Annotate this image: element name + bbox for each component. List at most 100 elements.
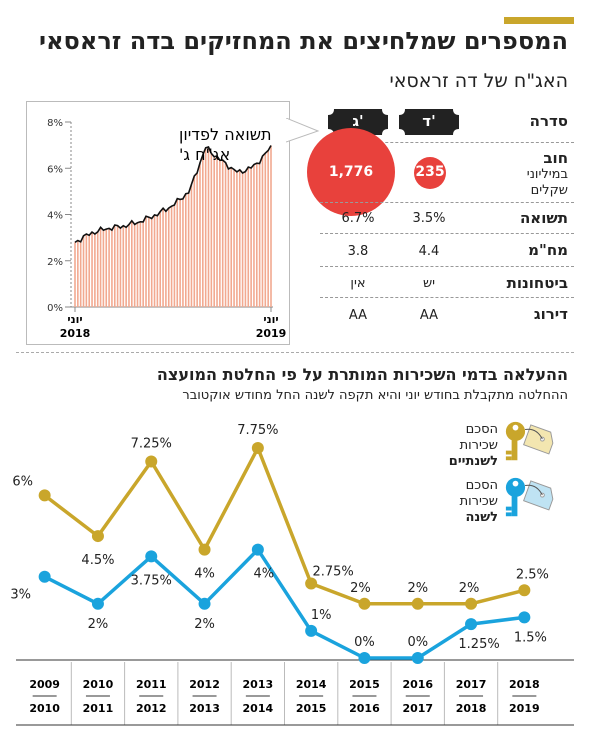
legend-one-year: הסכם שכירות לשנה xyxy=(460,478,498,526)
category-label-top: 2012 xyxy=(189,678,220,691)
data-point xyxy=(145,550,158,563)
series-tag-label: ג' xyxy=(352,112,364,130)
data-label: 2% xyxy=(350,581,371,596)
legend-line: הסכם xyxy=(465,478,498,493)
page-title: המספרים שמלחיצים את המחזיקים בדה זראסאי xyxy=(39,27,568,55)
data-label: 2.5% xyxy=(516,567,549,582)
data-label: 6% xyxy=(12,474,33,489)
rent-increase-chart: 2009 2010 2010 2011 2011 2012 2012 2013 2013 2014… xyxy=(10,423,574,726)
row-label-collateral: ביטחונות xyxy=(506,274,568,292)
data-point xyxy=(38,489,51,502)
legend-line-bold: לשנתיים xyxy=(448,454,498,469)
section-divider xyxy=(16,352,574,353)
category-label-top: 2018 xyxy=(509,678,540,691)
series-tag-d: ד' xyxy=(399,109,459,135)
data-label: 2% xyxy=(459,581,480,596)
data-label: 0% xyxy=(354,635,375,650)
category-label-bottom: 2010 xyxy=(29,702,60,715)
series-tag-label: ד' xyxy=(422,112,436,130)
ticket-shape xyxy=(328,109,388,135)
table-divider xyxy=(320,297,574,298)
legend-line: הסכם xyxy=(465,422,498,437)
category-label-top: 2009 xyxy=(29,678,60,691)
rent-section-title: ההעלאה בדמי השכירות המותרת על פי החלטת ה… xyxy=(156,365,568,384)
data-label: 1% xyxy=(311,608,332,623)
row-label-yield: תשואה xyxy=(520,209,568,227)
data-point xyxy=(518,611,531,624)
data-point xyxy=(198,543,211,556)
table-divider xyxy=(320,142,574,143)
category-label-bottom: 2012 xyxy=(136,702,167,715)
data-point xyxy=(38,570,51,583)
data-label: 2.75% xyxy=(312,564,353,579)
legend-two-year: הסכם שכירות לשנתיים xyxy=(449,422,498,470)
data-label: 3% xyxy=(10,588,31,603)
duration-g: 3.8 xyxy=(347,244,369,259)
data-point xyxy=(465,618,478,631)
section-subtitle: האג"ח של דה זראסאי xyxy=(389,70,568,92)
y-tick-label: 0% xyxy=(47,303,63,314)
yield-line xyxy=(74,145,272,243)
category-label-top: 2016 xyxy=(402,678,433,691)
category-label-top: 2010 xyxy=(83,678,114,691)
x-start-label-month: יוני xyxy=(67,313,82,326)
category-label-bottom: 2014 xyxy=(243,702,274,715)
ticket-shape xyxy=(399,109,459,135)
blue-key-icon xyxy=(505,477,554,517)
category-label-bottom: 2015 xyxy=(296,702,327,715)
yield-d: 3.5% xyxy=(412,211,446,226)
category-label-bottom: 2013 xyxy=(189,702,220,715)
legend-line-bold: לשנה xyxy=(465,510,498,525)
data-point xyxy=(411,597,424,610)
category-label-bottom: 2018 xyxy=(456,702,487,715)
table-divider xyxy=(320,233,574,234)
bubble-d xyxy=(414,157,446,189)
legend-line: שכירות xyxy=(459,494,498,509)
category-label-top: 2017 xyxy=(456,678,487,691)
data-point xyxy=(251,543,264,556)
rating-g: AA xyxy=(348,308,368,323)
data-label: 7.25% xyxy=(131,437,172,452)
data-label: 2% xyxy=(194,617,215,632)
data-point xyxy=(465,597,478,610)
data-point xyxy=(91,530,104,543)
table-divider xyxy=(320,266,574,267)
data-label: 2% xyxy=(88,617,109,632)
table-header-series: סדרה xyxy=(529,112,568,130)
collateral-g: אין xyxy=(350,276,366,291)
debt-value-g: 1,776 xyxy=(328,164,374,180)
data-point xyxy=(358,652,371,664)
data-label: 2% xyxy=(407,581,428,596)
accent-bar xyxy=(504,17,574,24)
y-tick-label: 6% xyxy=(47,164,63,175)
inset-chart-box: 0% 2% 4% 6% 8% יוני 2018 יוני 2019 תשואה לפדיון אג… xyxy=(26,101,290,345)
series-line xyxy=(43,547,525,660)
data-point xyxy=(518,584,531,597)
data-label: 0% xyxy=(407,635,428,650)
y-tick-label: 8% xyxy=(47,118,63,129)
data-label: 4% xyxy=(254,567,275,582)
row-label-debt: חוב xyxy=(543,149,568,167)
inset-title-line1: תשואה לפדיון xyxy=(179,125,272,144)
data-point xyxy=(305,624,318,637)
row-unit-line2: שקלים xyxy=(530,183,568,198)
category-label-top: 2011 xyxy=(136,678,167,691)
bubble-g xyxy=(307,128,395,216)
row-label-rating: דירוג xyxy=(533,305,568,323)
series-line xyxy=(43,446,525,606)
y-tick-label: 2% xyxy=(47,257,63,268)
debt-value-d: 235 xyxy=(415,164,445,180)
data-point xyxy=(251,442,264,454)
data-point xyxy=(91,597,104,610)
data-point xyxy=(198,597,211,610)
table-divider xyxy=(320,202,574,203)
x-end-label-month: יוני xyxy=(263,313,278,326)
data-point xyxy=(411,652,424,664)
data-label: 3.75% xyxy=(131,573,172,588)
row-unit-line1: במיליוני xyxy=(526,167,568,182)
category-label-bottom: 2011 xyxy=(83,702,114,715)
category-label-bottom: 2017 xyxy=(402,702,433,715)
data-label: 1.5% xyxy=(514,630,547,645)
data-point xyxy=(145,455,158,468)
